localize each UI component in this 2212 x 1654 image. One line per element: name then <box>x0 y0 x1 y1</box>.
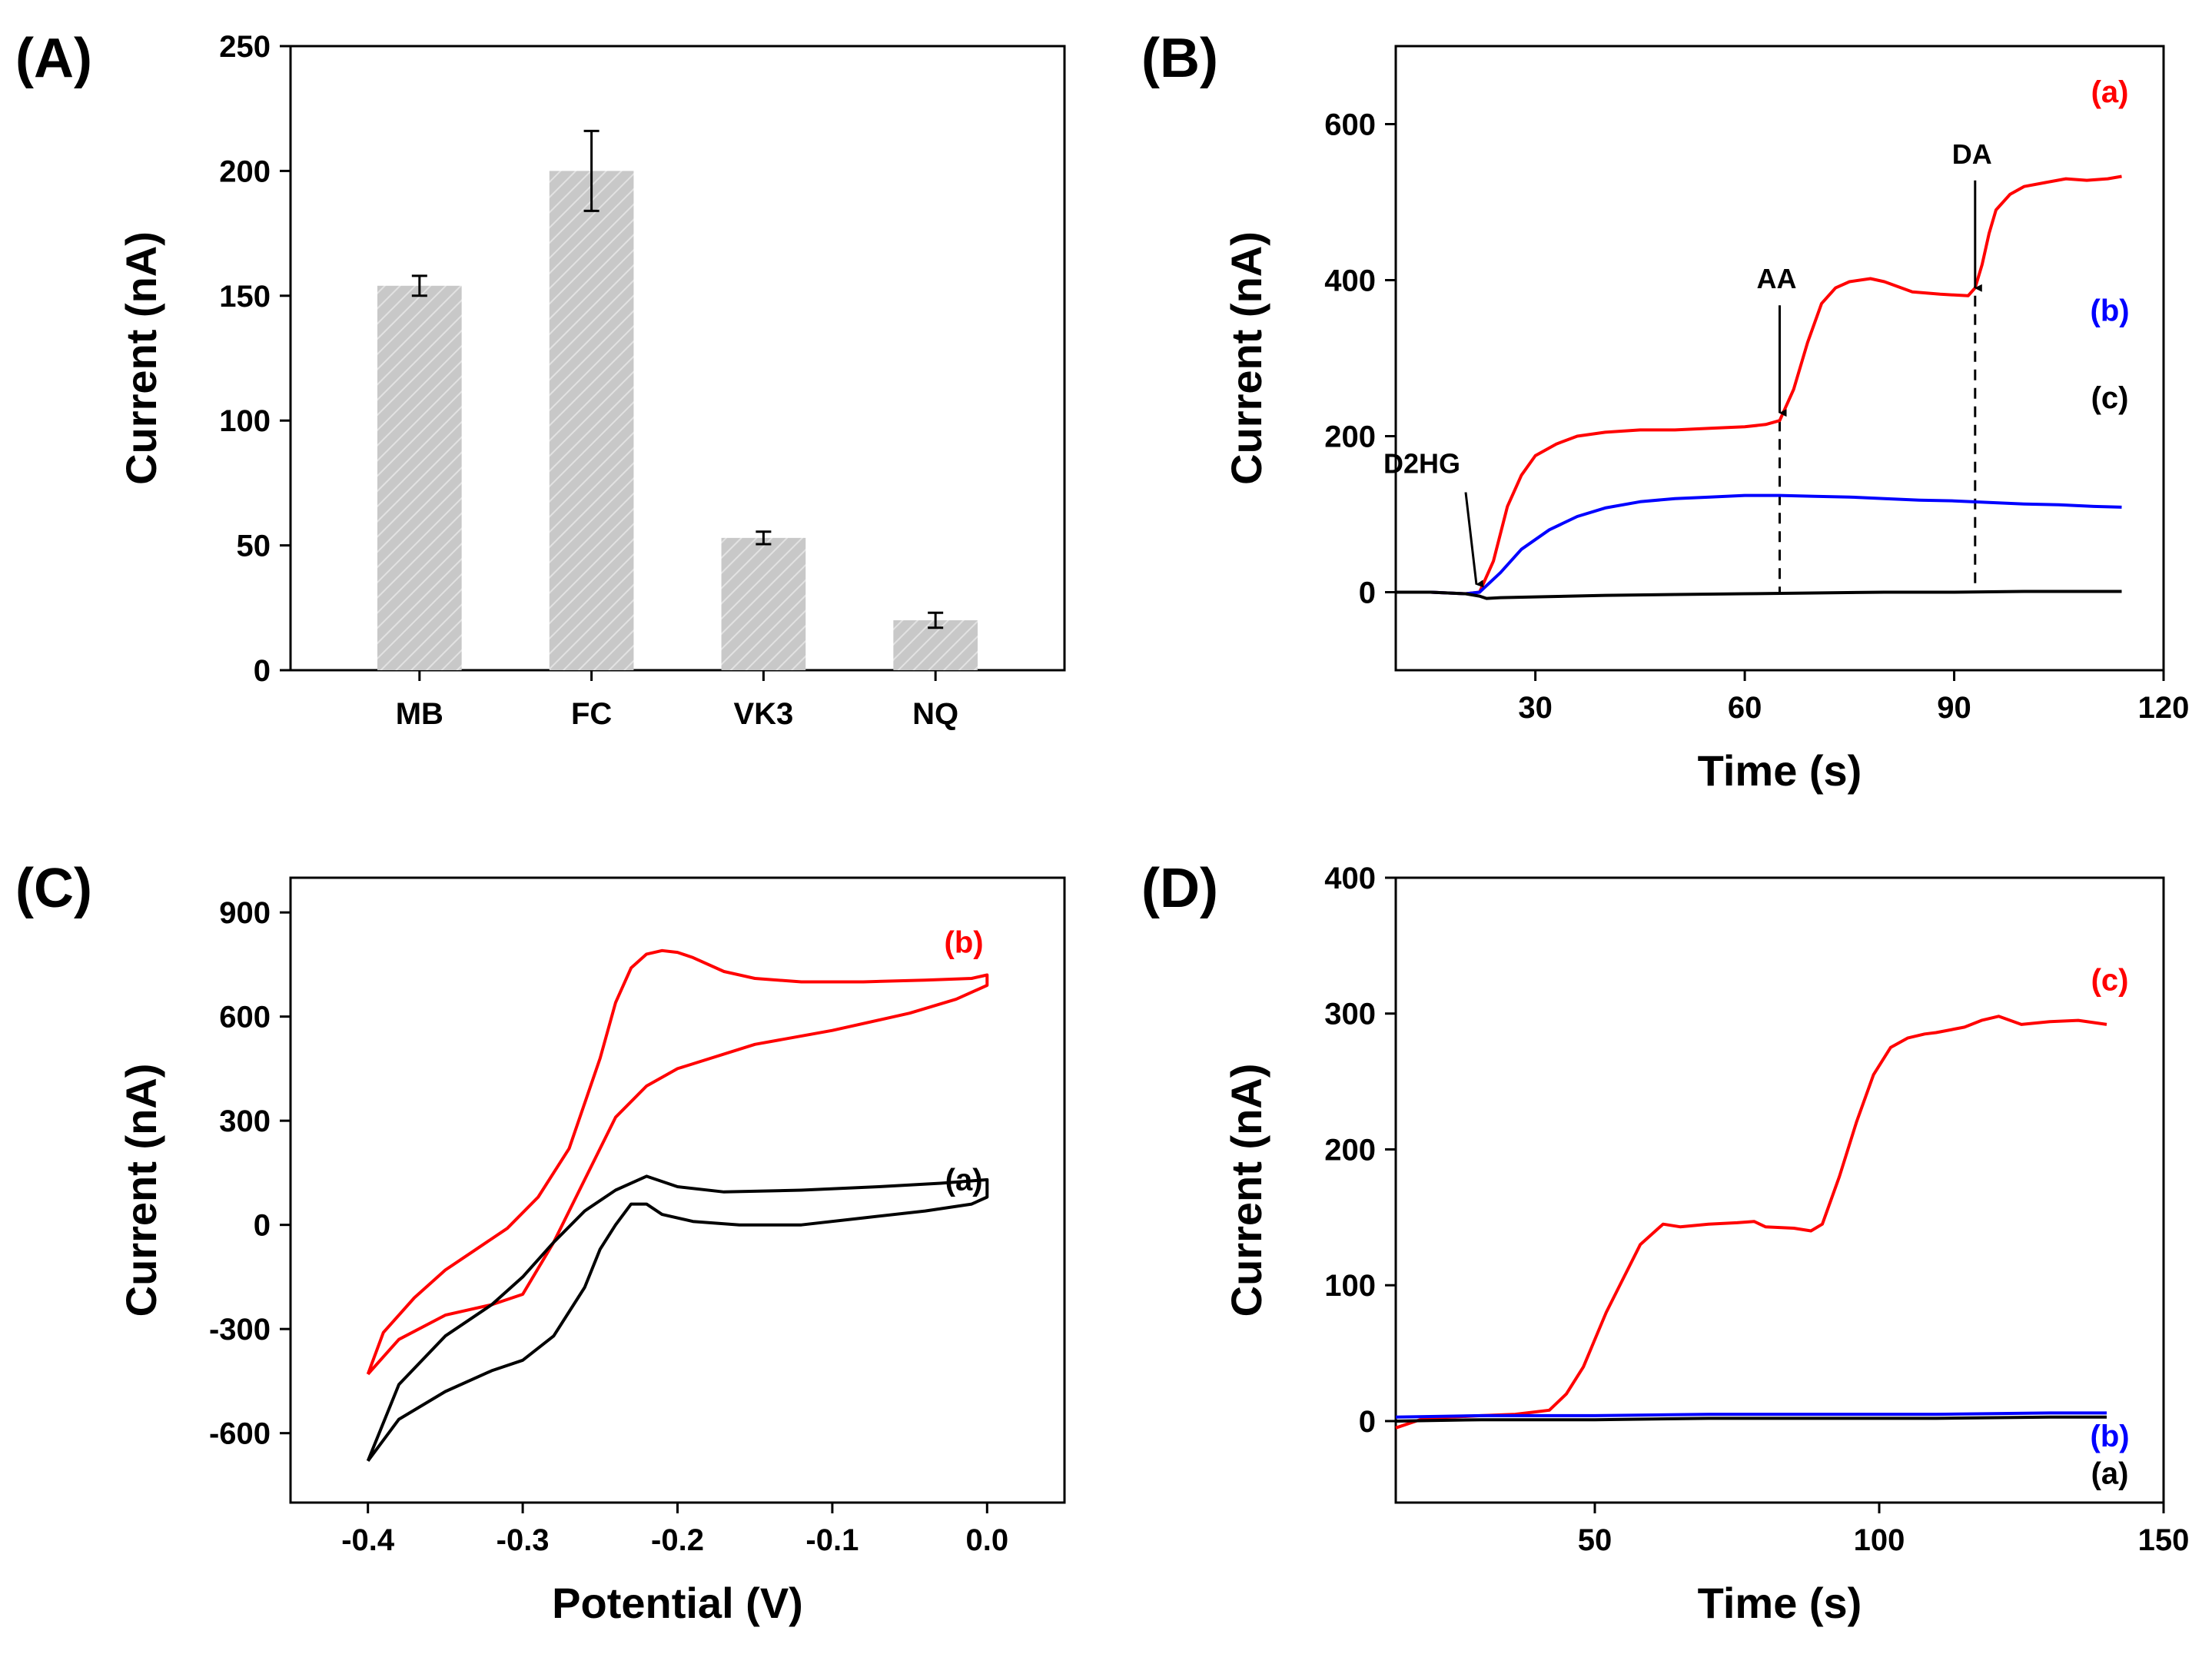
series-line <box>366 948 989 1376</box>
y-tick-label: 200 <box>1324 1133 1376 1167</box>
x-axis-title: Time (s) <box>1698 1579 1862 1627</box>
x-tick-label: MB <box>396 697 443 731</box>
series-label: (c) <box>2091 963 2129 997</box>
plot-frame <box>1394 876 2165 1504</box>
series-label: (a) <box>2091 75 2129 109</box>
panel-letter: (A) <box>15 28 92 89</box>
x-tick-label: 100 <box>1854 1523 1905 1557</box>
x-tick-label: 120 <box>2138 691 2190 725</box>
series-label: (a) <box>2091 1457 2129 1491</box>
x-tick-label: VK3 <box>733 697 793 731</box>
x-tick-label: -0.4 <box>341 1523 395 1557</box>
series-label: (b) <box>2091 294 2130 327</box>
annotation-label: D2HG <box>1383 448 1460 480</box>
series-label: (a) <box>945 1164 983 1197</box>
y-tick-label: 0 <box>254 1209 271 1243</box>
x-tick-label: -0.3 <box>497 1523 550 1557</box>
y-tick-label: 250 <box>219 30 271 64</box>
x-tick-label: 150 <box>2138 1523 2190 1557</box>
x-tick-label: 90 <box>1937 691 1971 725</box>
y-tick-label: 150 <box>219 280 271 314</box>
y-axis-title: Current (nA) <box>117 231 165 485</box>
y-tick-label: 300 <box>1324 998 1376 1031</box>
y-tick-label: -600 <box>209 1417 271 1451</box>
annotation-label: AA <box>1757 263 1797 294</box>
annotation-label: DA <box>1952 138 1992 170</box>
bar <box>721 537 806 670</box>
y-axis-title: Current (nA) <box>1222 1064 1270 1317</box>
panel-d: (D) 0 100 200 300 400 Current (nA) 50 100 150 Time… <box>1141 858 2189 1627</box>
y-tick-label: 200 <box>219 154 271 188</box>
y-tick-label: 0 <box>254 654 271 688</box>
plot-frame <box>1394 45 2165 672</box>
x-tick-label: NQ <box>912 697 958 731</box>
y-axis-title: Current (nA) <box>1222 231 1270 485</box>
y-tick-label: 0 <box>1359 1405 1376 1439</box>
x-tick-label: 50 <box>1578 1523 1613 1557</box>
y-tick-label: 300 <box>219 1104 271 1138</box>
x-axis-title: Time (s) <box>1698 746 1862 795</box>
series-label: (c) <box>2091 381 2129 415</box>
y-tick-label: 100 <box>219 404 271 438</box>
y-tick-label: 200 <box>1324 420 1376 454</box>
series-line <box>1396 493 2122 596</box>
series-line <box>1396 174 2122 596</box>
x-tick-label: -0.2 <box>651 1523 704 1557</box>
y-tick-label: 100 <box>1324 1269 1376 1303</box>
y-tick-label: 400 <box>1324 862 1376 895</box>
series-line <box>1396 590 2122 600</box>
x-tick-label: 0.0 <box>965 1523 1008 1557</box>
x-tick-label: 30 <box>1518 691 1553 725</box>
panel-a: (A) 0 50 100 150 200 250 Current (nA) MB FC VK3 NQ <box>15 28 1066 731</box>
series-line <box>366 1174 989 1462</box>
bar <box>377 285 462 670</box>
series-label: (b) <box>945 926 984 960</box>
x-axis-title: Potential (V) <box>552 1579 803 1627</box>
x-tick-label: FC <box>571 697 612 731</box>
series-line <box>1395 1015 2107 1430</box>
y-tick-label: 0 <box>1359 576 1376 610</box>
y-tick-label: 400 <box>1324 264 1376 298</box>
bar <box>549 171 634 670</box>
y-axis-title: Current (nA) <box>117 1064 165 1317</box>
x-tick-label: 60 <box>1728 691 1762 725</box>
series-line <box>1395 1415 2107 1423</box>
panel-letter: (D) <box>1141 858 1218 919</box>
panel-b: (B) 0 200 400 600 Current (nA) 30 60 90 120 Time (… <box>1141 28 2189 795</box>
panel-c: (C) -600 -300 0 300 600 900 Current (nA) -0.4 -0.… <box>15 858 1066 1627</box>
series-label: (b) <box>2091 1420 2130 1453</box>
y-tick-label: 900 <box>219 896 271 930</box>
annotation-arrow <box>1464 492 1484 588</box>
y-tick-label: 600 <box>1324 108 1376 142</box>
panel-letter: (C) <box>15 858 92 919</box>
panel-letter: (B) <box>1141 28 1218 89</box>
plot-frame <box>289 45 1066 672</box>
y-tick-label: -300 <box>209 1313 271 1347</box>
series-line <box>1395 1411 2107 1419</box>
y-tick-label: 600 <box>219 1001 271 1035</box>
x-tick-label: -0.1 <box>805 1523 859 1557</box>
y-tick-label: 50 <box>237 530 271 563</box>
